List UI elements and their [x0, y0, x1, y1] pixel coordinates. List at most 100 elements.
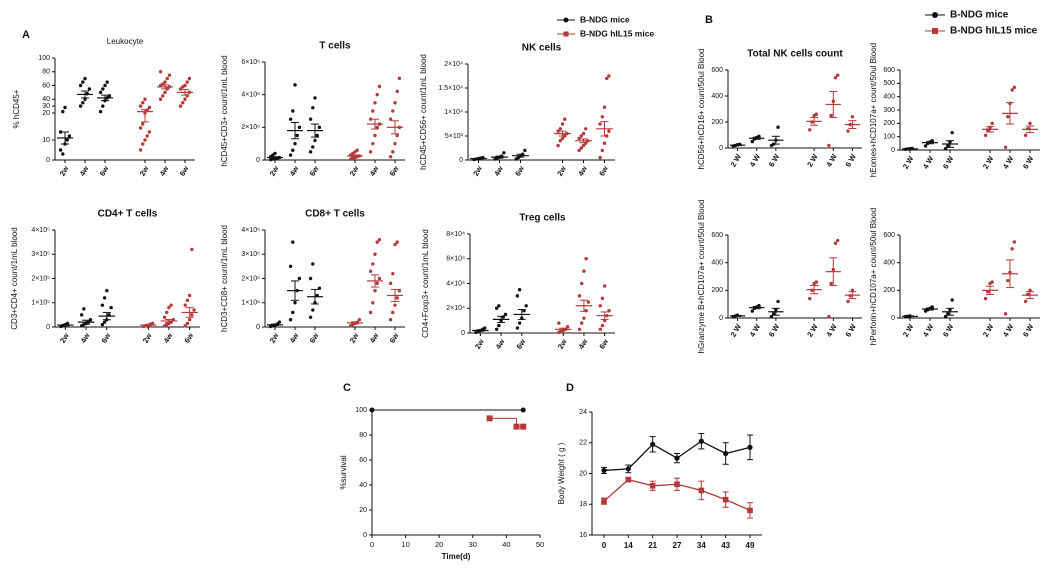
y-tick-label: 600: [883, 232, 895, 239]
legend-marker: [563, 31, 569, 37]
data-point: [515, 326, 520, 330]
data-point: [607, 74, 611, 78]
y-tick-label: 80: [359, 432, 367, 439]
y-tick-label: 20: [359, 507, 367, 514]
data-point: [308, 150, 313, 154]
data-point: [605, 76, 609, 81]
x-tick-label: 2 W: [981, 322, 996, 339]
data-point: [1023, 299, 1028, 304]
y-tick-label: 400: [883, 260, 895, 267]
data-point: [169, 303, 173, 307]
y-axis-label: hEomes+hCD107a+ count/50ul Blood: [869, 43, 878, 177]
x-tick-label: 4w: [288, 331, 301, 344]
data-point: [373, 101, 377, 105]
data-point: [483, 326, 487, 330]
data-point: [371, 141, 375, 146]
data-point: [558, 127, 562, 131]
y-tick-label: 2×10⁶: [241, 124, 260, 131]
data-point: [375, 125, 379, 130]
data-point: [311, 308, 315, 312]
x-tick-label: 21: [648, 541, 657, 550]
data-point: [750, 139, 755, 144]
y-axis-label: CD4+Foxp3+ count/1mL blood: [421, 229, 430, 338]
y-tick-label: 2×10⁴: [446, 305, 465, 312]
data-point: [580, 321, 584, 325]
marker: [698, 487, 705, 494]
data-point: [138, 104, 143, 108]
data-point: [288, 264, 293, 269]
data-point: [63, 105, 67, 110]
x-tick-label: 4 W: [921, 154, 936, 171]
y-tick-label: 0: [719, 145, 723, 152]
data-point: [600, 148, 604, 153]
y-tick-label: 8×10⁴: [446, 231, 465, 238]
data-point: [308, 315, 313, 319]
y-tick-label: 0: [461, 330, 465, 337]
data-point: [313, 96, 317, 100]
data-point: [808, 296, 812, 301]
marker: [722, 496, 729, 503]
data-point: [67, 134, 72, 138]
data-point: [308, 276, 313, 281]
data-point: [190, 247, 194, 252]
panel-label: A: [22, 29, 30, 41]
data-point: [311, 262, 315, 266]
data-point: [81, 80, 85, 84]
data-point: [83, 76, 87, 81]
data-point: [577, 294, 582, 298]
data-point: [1006, 114, 1010, 119]
data-point: [393, 242, 397, 247]
data-point: [558, 139, 562, 143]
data-point: [143, 138, 147, 142]
data-point: [391, 150, 395, 154]
data-point: [288, 117, 293, 121]
y-tick-label: 0: [256, 157, 260, 164]
data-point: [313, 138, 317, 143]
data-point: [165, 310, 169, 315]
data-point: [502, 151, 506, 155]
y-tick-label: 4×10⁴: [446, 280, 465, 287]
x-tick-label: 27: [673, 541, 682, 550]
marker: [747, 507, 753, 514]
data-point: [923, 144, 928, 148]
data-point: [375, 281, 379, 286]
x-tick-label: 34: [697, 541, 706, 550]
y-axis-label: hGranzyme B+hCD107a+ count/50ul Blood: [697, 200, 706, 354]
panel-label: C: [343, 382, 351, 394]
marker: [625, 466, 631, 472]
data-point: [165, 76, 169, 81]
data-point: [577, 148, 581, 153]
data-point: [946, 312, 950, 316]
data-point: [61, 109, 65, 114]
data-point: [315, 133, 319, 138]
marker: [674, 455, 680, 461]
data-point: [584, 127, 588, 131]
data-point: [317, 125, 322, 130]
data-point: [808, 128, 812, 132]
data-point: [288, 153, 293, 157]
x-tick-label: 4w: [576, 164, 589, 177]
y-tick-label: 400: [711, 93, 723, 100]
data-point: [581, 131, 586, 136]
legend-label: B-NDG mice: [950, 10, 1009, 21]
data-point: [81, 100, 85, 105]
data-point: [600, 115, 604, 119]
data-point: [577, 327, 582, 331]
y-tick-label: 100: [883, 134, 895, 141]
data-point: [580, 281, 584, 286]
x-tick-label: 4w: [78, 164, 91, 177]
y-tick-label: 3×10⁵: [31, 251, 50, 258]
legend-a: B-NDG mice B-NDG hIL15 mice: [557, 14, 654, 38]
y-tick-label: 400: [883, 94, 895, 101]
data-point: [814, 112, 819, 116]
x-tick-label: 6w: [182, 331, 195, 344]
data-point: [517, 287, 522, 292]
x-tick-label: 10: [401, 540, 409, 549]
data-point: [814, 280, 819, 284]
marker: [674, 481, 680, 488]
data-point: [138, 126, 143, 130]
data-point: [582, 269, 586, 273]
y-tick-label: 6×10⁴: [446, 256, 465, 263]
data-point: [103, 83, 107, 88]
